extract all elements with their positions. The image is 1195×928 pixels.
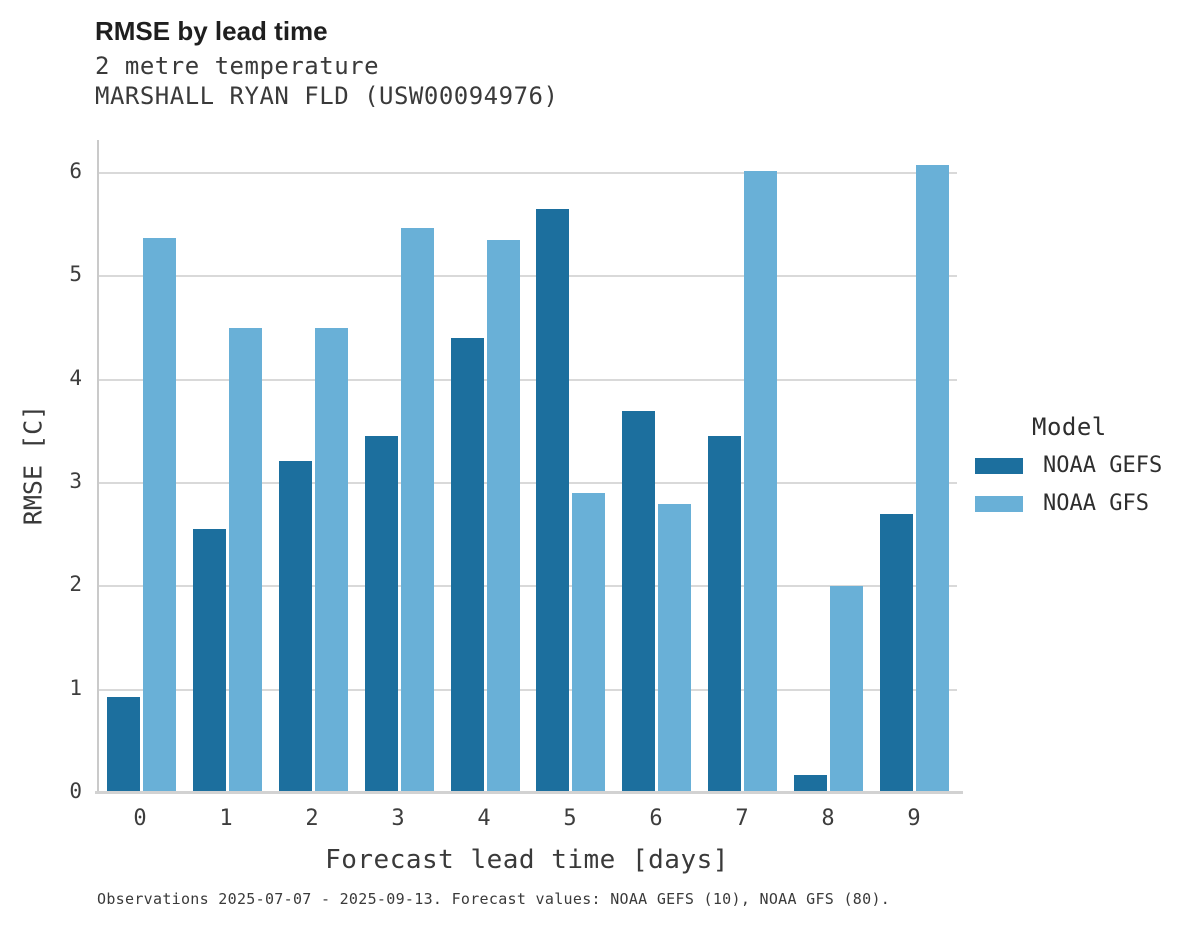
bar-group-lead-8 bbox=[785, 140, 871, 793]
bar-group-lead-7 bbox=[700, 140, 786, 793]
x-tick-label-9: 9 bbox=[907, 806, 921, 831]
gridline-y-4 bbox=[99, 378, 957, 381]
plot-area bbox=[97, 140, 957, 793]
y-tick-label-0: 0 bbox=[69, 779, 82, 803]
bar-group-lead-1 bbox=[185, 140, 271, 793]
x-tick-label-4: 4 bbox=[477, 806, 491, 831]
bar-group-lead-5 bbox=[528, 140, 614, 793]
bar-noaa-gefs-lead-1 bbox=[193, 528, 227, 793]
bar-group-lead-4 bbox=[442, 140, 528, 793]
x-tick-label-6: 6 bbox=[649, 806, 663, 831]
x-axis-spine bbox=[95, 791, 963, 794]
legend-swatch-icon bbox=[975, 495, 1023, 512]
bar-group-lead-3 bbox=[356, 140, 442, 793]
bar-noaa-gfs-lead-1 bbox=[229, 328, 263, 793]
gridline-y-2 bbox=[99, 585, 957, 588]
y-tick-label-5: 5 bbox=[69, 262, 82, 287]
footnote-caption: Observations 2025-07-07 - 2025-09-13. Fo… bbox=[97, 890, 891, 908]
x-tick-label-2: 2 bbox=[305, 806, 319, 831]
x-axis-label: Forecast lead time [days] bbox=[325, 845, 729, 875]
bar-group-lead-2 bbox=[271, 140, 357, 793]
legend-entry-noaa-gfs: NOAA GFS bbox=[975, 491, 1190, 516]
bar-noaa-gfs-lead-8 bbox=[829, 586, 863, 793]
bar-noaa-gefs-lead-7 bbox=[707, 435, 741, 793]
bar-noaa-gfs-lead-3 bbox=[400, 227, 434, 793]
bar-noaa-gfs-lead-4 bbox=[486, 240, 520, 793]
chart-subtitle-station: MARSHALL RYAN FLD (USW00094976) bbox=[95, 82, 559, 110]
x-tick-label-3: 3 bbox=[391, 806, 405, 831]
bar-noaa-gefs-lead-2 bbox=[278, 461, 312, 793]
x-axis-ticks: 0 1 2 3 4 5 6 7 8 9 bbox=[97, 806, 957, 831]
bar-groups bbox=[99, 140, 957, 793]
chart-subtitle-variable: 2 metre temperature bbox=[95, 52, 380, 80]
bar-noaa-gefs-lead-6 bbox=[622, 410, 656, 793]
y-tick-label-6: 6 bbox=[69, 159, 82, 184]
bar-noaa-gefs-lead-0 bbox=[107, 696, 141, 793]
gridline-y-5 bbox=[99, 275, 957, 278]
x-tick-label-1: 1 bbox=[219, 806, 233, 831]
legend: Model NOAA GEFS NOAA GFS bbox=[975, 413, 1190, 529]
bar-noaa-gfs-lead-6 bbox=[658, 503, 692, 793]
bar-noaa-gefs-lead-9 bbox=[879, 514, 913, 793]
bar-noaa-gfs-lead-0 bbox=[143, 238, 177, 793]
bar-noaa-gfs-lead-5 bbox=[572, 493, 606, 793]
y-tick-label-4: 4 bbox=[69, 365, 82, 390]
bar-group-lead-0 bbox=[99, 140, 185, 793]
y-axis-label: RMSE [C] bbox=[18, 404, 48, 526]
x-tick-label-7: 7 bbox=[735, 806, 749, 831]
bar-noaa-gefs-lead-8 bbox=[793, 775, 827, 793]
gridline-y-6 bbox=[99, 172, 957, 175]
bar-noaa-gefs-lead-3 bbox=[364, 435, 398, 793]
bar-noaa-gfs-lead-7 bbox=[743, 171, 777, 793]
x-tick-label-8: 8 bbox=[821, 806, 835, 831]
gridline-y-3 bbox=[99, 482, 957, 485]
chart-title: RMSE by lead time bbox=[95, 16, 328, 46]
y-tick-label-3: 3 bbox=[69, 469, 82, 494]
x-tick-label-5: 5 bbox=[563, 806, 577, 831]
legend-label: NOAA GFS bbox=[1043, 491, 1149, 516]
bar-noaa-gfs-lead-2 bbox=[314, 328, 348, 793]
legend-swatch-icon bbox=[975, 457, 1023, 474]
legend-entries: NOAA GEFS NOAA GFS bbox=[975, 453, 1190, 516]
bar-group-lead-9 bbox=[871, 140, 957, 793]
legend-entry-noaa-gefs: NOAA GEFS bbox=[975, 453, 1190, 478]
bar-noaa-gfs-lead-9 bbox=[915, 164, 949, 793]
y-tick-label-2: 2 bbox=[69, 572, 82, 597]
x-tick-label-0: 0 bbox=[133, 806, 147, 831]
y-tick-label-1: 1 bbox=[69, 675, 82, 700]
gridline-y-1 bbox=[99, 688, 957, 691]
legend-label: NOAA GEFS bbox=[1043, 453, 1163, 478]
bar-noaa-gefs-lead-4 bbox=[450, 338, 484, 793]
bar-group-lead-6 bbox=[614, 140, 700, 793]
bar-noaa-gefs-lead-5 bbox=[536, 209, 570, 793]
legend-title: Model bbox=[1032, 413, 1107, 441]
